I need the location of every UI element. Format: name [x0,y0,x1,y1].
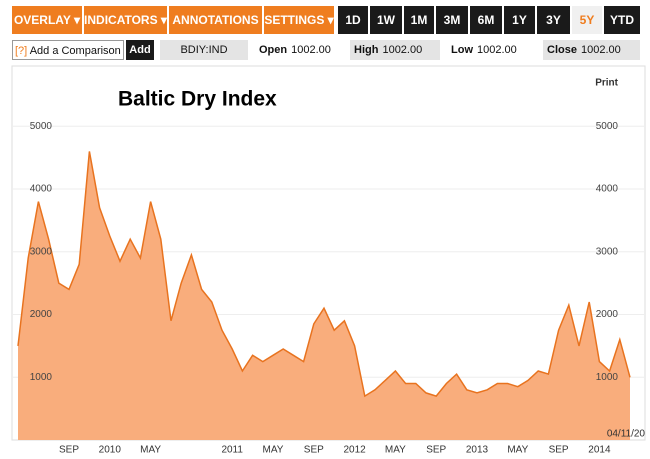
quote-field: Open 1002.00 [255,40,345,60]
x-tick-label: 2014 [588,445,611,456]
x-tick-label: MAY [140,445,161,456]
y-tick-label: 3000 [596,246,619,257]
range-button[interactable]: 6M [470,6,502,34]
quote-field: Low 1002.00 [447,40,540,60]
range-button[interactable]: YTD [604,6,640,34]
chart-title: Baltic Dry Index [118,88,277,111]
y-tick-label: 4000 [596,184,619,195]
x-tick-label: SEP [59,445,79,456]
quote-field: Close 1002.00 [543,40,640,60]
x-tick-label: 2012 [343,445,366,456]
x-tick-label: MAY [385,445,406,456]
range-button[interactable]: 3Y [537,6,570,34]
placeholder: Add a Comparison [29,45,121,57]
menu-button[interactable]: OVERLAY ▾ [12,6,82,34]
x-tick-label: 2010 [99,445,122,456]
help-icon[interactable]: [?] [15,45,28,57]
area-line [17,151,631,398]
range-button[interactable]: 3M [436,6,468,34]
field-label: High [354,44,379,56]
y-tick-label: 5000 [596,121,619,132]
x-tick-label: SEP [426,445,446,456]
add-button[interactable]: Add [126,40,154,60]
plot-frame [11,65,646,441]
x-tick-label: MAY [263,445,284,456]
y-tick-label: 5000 [30,121,53,132]
quote-field: High 1002.00 [350,40,440,60]
y-tick-label: 4000 [30,184,53,195]
y-tick-label: 1000 [596,372,619,383]
area-fill [18,151,630,440]
date-stamp: 04/11/20 [607,429,646,440]
y-tick-label: 1000 [30,372,53,383]
range-button[interactable]: 1Y [504,6,535,34]
x-tick-label: 2013 [466,445,489,456]
menu-button[interactable]: INDICATORS ▾ [84,6,167,34]
field-value: 1002.00 [580,44,621,56]
range-button[interactable]: 1D [338,6,368,34]
y-tick-label: 2000 [596,309,619,320]
field-label: Open [259,44,288,56]
range-button[interactable]: 1W [370,6,402,34]
y-tick-label: 3000 [30,246,53,257]
y-tick-label: 2000 [30,309,53,320]
menu-button[interactable]: SETTINGS ▾ [264,6,334,34]
x-tick-label: SEP [549,445,569,456]
field-label: Close [547,44,577,56]
field-value: 1002.00 [382,44,423,56]
menu-button[interactable]: ANNOTATIONS ▾ [169,6,262,55]
x-tick-label: SEP [304,445,324,456]
field-value: 1002.00 [291,44,331,56]
range-button[interactable]: 1M [404,6,434,34]
field-value: 1002.00 [477,44,517,56]
range-button[interactable]: 5Y [572,6,602,34]
field-label: Low [451,44,473,56]
ticker: BDIY:IND [160,40,248,60]
x-tick-label: 2011 [221,445,243,456]
x-tick-label: MAY [507,445,528,456]
print-link[interactable]: Print [595,78,618,89]
comparison-input[interactable]: [?] Add a Comparison [12,40,124,60]
